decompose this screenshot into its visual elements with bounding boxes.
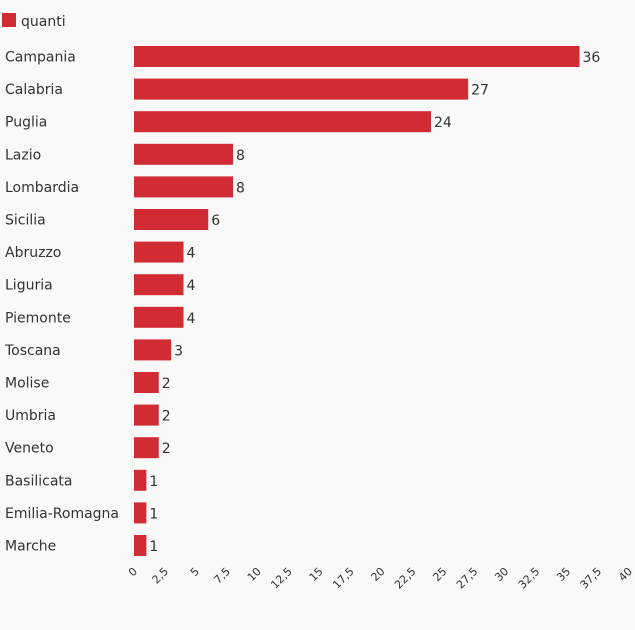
value-label-molise: 2 xyxy=(162,376,171,392)
value-label-veneto: 2 xyxy=(162,441,171,457)
category-label-toscana: Toscana xyxy=(4,343,61,359)
x-tick-label: 30 xyxy=(492,565,511,584)
category-label-abruzzo: Abruzzo xyxy=(5,245,61,261)
bar-toscana xyxy=(134,339,172,361)
category-label-marche: Marche xyxy=(5,539,56,555)
value-label-lazio: 8 xyxy=(236,148,245,164)
x-tick-label: 40 xyxy=(616,565,635,584)
x-tick-label: 5 xyxy=(188,565,202,579)
category-label-umbria: Umbria xyxy=(5,408,56,424)
legend-swatch-quanti xyxy=(2,13,16,27)
bar-piemonte xyxy=(134,306,184,328)
category-label-lazio: Lazio xyxy=(5,147,41,163)
value-label-sicilia: 6 xyxy=(211,213,220,229)
x-tick-label: 37,5 xyxy=(578,565,605,592)
bar-emilia-romagna xyxy=(134,502,147,524)
category-label-lombardia: Lombardia xyxy=(5,180,79,196)
category-label-basilicata: Basilicata xyxy=(5,473,73,489)
x-tick-label: 10 xyxy=(245,565,264,584)
x-tick-label: 7,5 xyxy=(211,565,233,587)
x-tick-label: 17,5 xyxy=(330,565,357,592)
bar-campania xyxy=(134,46,580,67)
bar-sicilia xyxy=(134,209,209,230)
bar-marche xyxy=(134,535,147,556)
category-label-calabria: Calabria xyxy=(5,82,63,98)
x-tick-label: 25 xyxy=(430,565,449,584)
value-label-liguria: 4 xyxy=(187,278,196,294)
category-label-puglia: Puglia xyxy=(5,115,47,131)
value-label-abruzzo: 4 xyxy=(187,246,196,262)
value-label-puglia: 24 xyxy=(434,115,452,131)
x-tick-label: 32,5 xyxy=(516,565,543,592)
x-tick-label: 12,5 xyxy=(268,565,295,592)
x-tick-label: 20 xyxy=(369,565,388,584)
x-tick-label: 0 xyxy=(126,565,140,579)
bar-calabria xyxy=(134,78,469,100)
value-label-marche: 1 xyxy=(149,539,158,555)
category-label-veneto: Veneto xyxy=(5,441,54,457)
bar-lombardia xyxy=(134,176,233,198)
bar-molise xyxy=(134,372,159,393)
x-tick-label: 35 xyxy=(554,565,573,584)
category-label-piemonte: Piemonte xyxy=(5,310,71,326)
bar-lazio xyxy=(134,143,233,165)
category-label-liguria: Liguria xyxy=(5,278,53,294)
category-label-emilia-romagna: Emilia-Romagna xyxy=(5,506,119,522)
value-label-campania: 36 xyxy=(583,50,601,66)
value-label-basilicata: 1 xyxy=(149,474,158,490)
bar-liguria xyxy=(134,274,184,296)
value-label-calabria: 27 xyxy=(471,83,489,99)
legend: quanti xyxy=(2,13,66,30)
x-tick-label: 27,5 xyxy=(454,565,481,592)
x-tick-label: 15 xyxy=(307,565,326,584)
bar-veneto xyxy=(134,437,159,459)
category-label-sicilia: Sicilia xyxy=(5,213,46,229)
bar-puglia xyxy=(134,111,431,133)
bar-abruzzo xyxy=(134,241,184,263)
value-label-umbria: 2 xyxy=(162,409,171,425)
bar-umbria xyxy=(134,404,159,426)
x-tick-label: 22,5 xyxy=(392,565,419,592)
value-label-emilia-romagna: 1 xyxy=(149,506,158,522)
legend-label-quanti: quanti xyxy=(21,14,66,30)
category-label-campania: Campania xyxy=(5,50,76,66)
category-label-molise: Molise xyxy=(5,376,49,392)
value-label-toscana: 3 xyxy=(174,343,183,359)
bar-basilicata xyxy=(134,469,147,491)
x-tick-label: 2,5 xyxy=(149,565,171,587)
value-label-piemonte: 4 xyxy=(187,311,196,327)
value-label-lombardia: 8 xyxy=(236,180,245,196)
